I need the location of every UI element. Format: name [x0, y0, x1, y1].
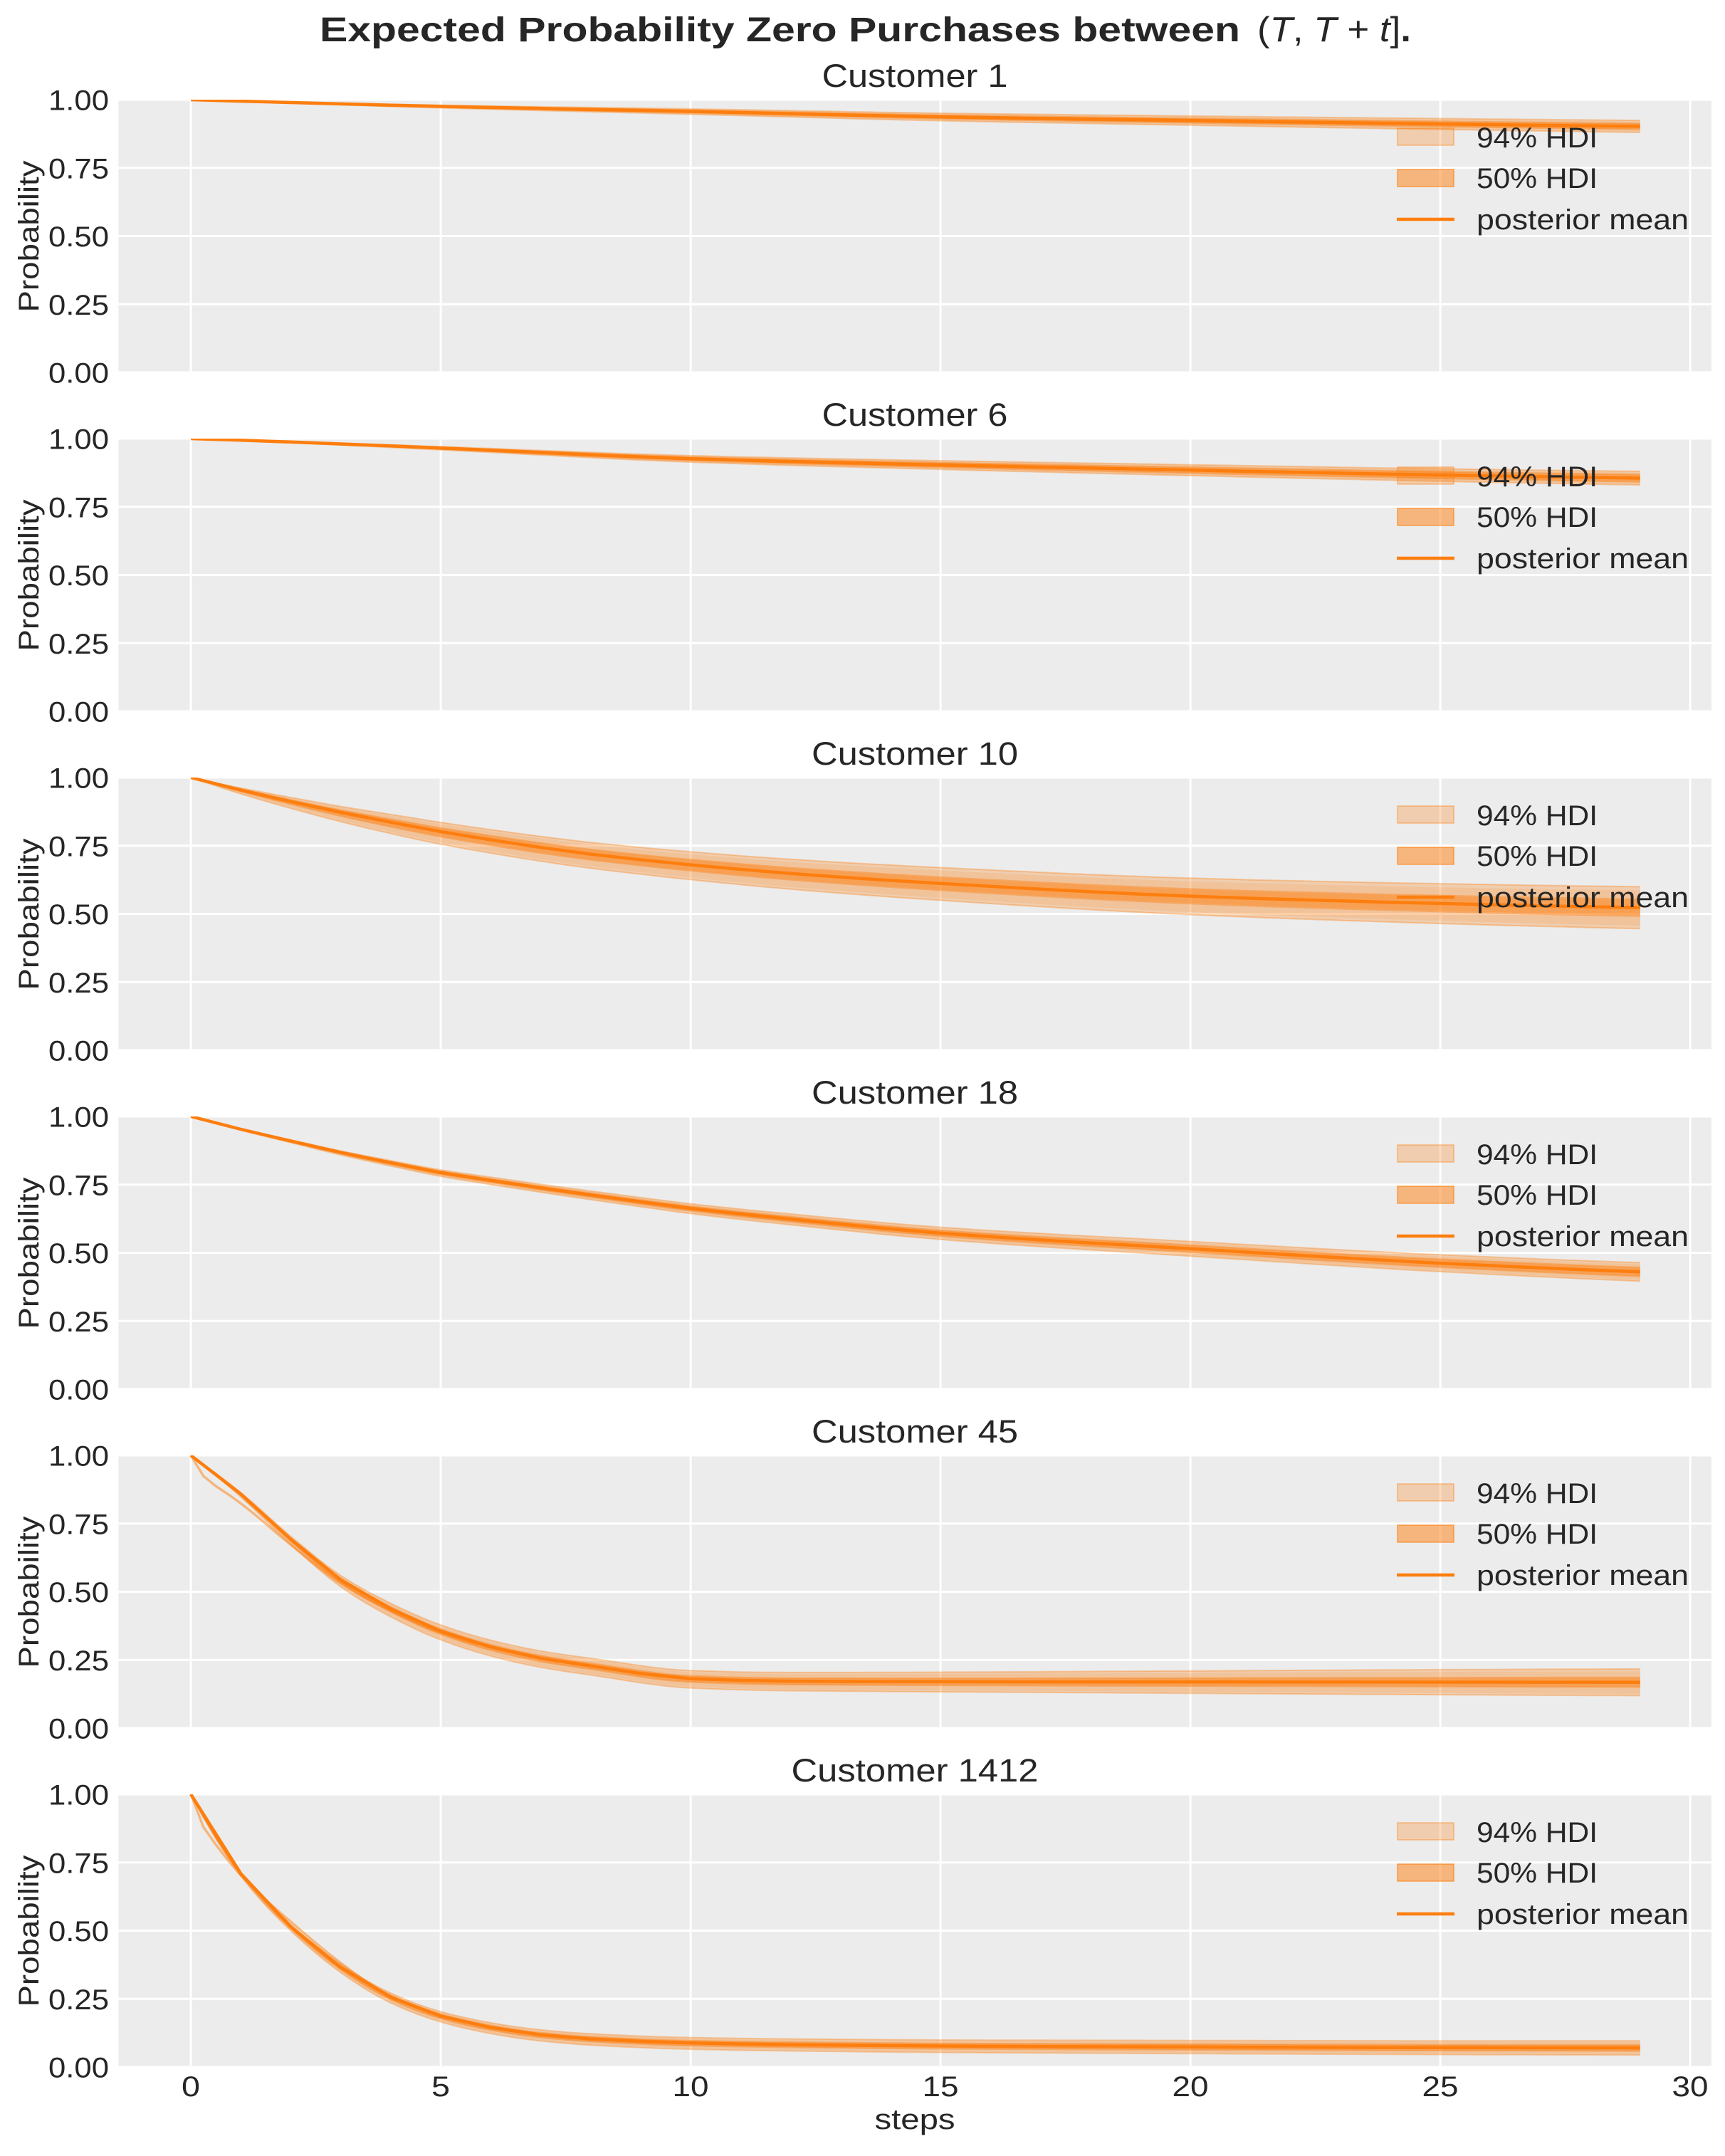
svg-text:94% HDI: 94% HDI — [1477, 461, 1598, 493]
svg-text:posterior mean: posterior mean — [1477, 543, 1689, 575]
svg-text:posterior mean: posterior mean — [1477, 1899, 1689, 1930]
svg-text:20: 20 — [1173, 2071, 1209, 2103]
svg-text:1.00: 1.00 — [48, 1102, 109, 1134]
svg-text:30: 30 — [1672, 2071, 1709, 2103]
svg-text:0.25: 0.25 — [48, 1645, 109, 1677]
svg-text:Probability: Probability — [14, 161, 45, 313]
svg-text:0.25: 0.25 — [48, 968, 109, 999]
svg-text:0.50: 0.50 — [48, 1577, 109, 1608]
svg-text:15: 15 — [923, 2071, 959, 2103]
svg-text:0: 0 — [182, 2071, 200, 2103]
svg-text:Expected Probability Zero Purc: Expected Probability Zero Purchases betw… — [320, 11, 1240, 49]
svg-text:94% HDI: 94% HDI — [1477, 1139, 1598, 1171]
svg-text:Customer 10: Customer 10 — [812, 736, 1018, 772]
svg-text:50% HDI: 50% HDI — [1477, 163, 1598, 194]
svg-text:0.00: 0.00 — [48, 1375, 109, 1406]
svg-text:0.75: 0.75 — [48, 832, 109, 863]
svg-text:1.00: 1.00 — [48, 763, 109, 795]
svg-text:94% HDI: 94% HDI — [1477, 122, 1598, 154]
svg-text:0.00: 0.00 — [48, 2053, 109, 2084]
svg-text:0.00: 0.00 — [48, 358, 109, 389]
svg-text:0.75: 0.75 — [48, 1848, 109, 1879]
svg-text:posterior mean: posterior mean — [1477, 204, 1689, 236]
svg-text:0.00: 0.00 — [48, 697, 109, 728]
svg-text:0.50: 0.50 — [48, 899, 109, 931]
svg-text:Probability: Probability — [14, 1517, 45, 1668]
svg-text:0.75: 0.75 — [48, 1171, 109, 1202]
svg-text:10: 10 — [673, 2071, 709, 2103]
svg-text:Customer 6: Customer 6 — [822, 397, 1008, 433]
svg-text:94% HDI: 94% HDI — [1477, 800, 1598, 832]
svg-text:steps: steps — [875, 2104, 955, 2135]
svg-text:25: 25 — [1422, 2071, 1459, 2103]
svg-text:0.75: 0.75 — [48, 493, 109, 524]
svg-text:0.50: 0.50 — [48, 1238, 109, 1270]
svg-text:50% HDI: 50% HDI — [1477, 1180, 1598, 1211]
svg-text:50% HDI: 50% HDI — [1477, 841, 1598, 872]
svg-text:Customer 1412: Customer 1412 — [792, 1752, 1039, 1789]
svg-text:0.00: 0.00 — [48, 1036, 109, 1067]
svg-text:0.25: 0.25 — [48, 1984, 109, 2016]
svg-text:0.25: 0.25 — [48, 629, 109, 660]
svg-text:1.00: 1.00 — [48, 1780, 109, 1811]
svg-text:50% HDI: 50% HDI — [1477, 1858, 1598, 1889]
svg-text:Probability: Probability — [14, 500, 45, 651]
svg-text:(T, T + t].: (T, T + t]. — [1257, 11, 1411, 49]
svg-text:posterior mean: posterior mean — [1477, 882, 1689, 914]
svg-text:posterior mean: posterior mean — [1477, 1560, 1689, 1591]
svg-text:Customer 18: Customer 18 — [812, 1074, 1018, 1111]
svg-text:posterior mean: posterior mean — [1477, 1221, 1689, 1252]
svg-text:50% HDI: 50% HDI — [1477, 502, 1598, 533]
svg-text:1.00: 1.00 — [48, 1441, 109, 1472]
svg-text:Probability: Probability — [14, 1856, 45, 2007]
svg-text:Customer 1: Customer 1 — [822, 58, 1008, 94]
svg-text:0.00: 0.00 — [48, 1714, 109, 1745]
svg-text:0.25: 0.25 — [48, 1307, 109, 1338]
svg-text:0.50: 0.50 — [48, 1916, 109, 1947]
svg-text:0.25: 0.25 — [48, 290, 109, 321]
svg-text:50% HDI: 50% HDI — [1477, 1519, 1598, 1550]
svg-text:Probability: Probability — [14, 1178, 45, 1329]
svg-text:0.75: 0.75 — [48, 1509, 109, 1540]
svg-text:1.00: 1.00 — [48, 85, 109, 117]
svg-text:1.00: 1.00 — [48, 424, 109, 456]
svg-text:94% HDI: 94% HDI — [1477, 1478, 1598, 1509]
svg-text:Probability: Probability — [14, 839, 45, 990]
svg-text:0.50: 0.50 — [48, 560, 109, 592]
svg-text:94% HDI: 94% HDI — [1477, 1817, 1598, 1848]
svg-text:Customer 45: Customer 45 — [812, 1413, 1018, 1450]
svg-text:0.75: 0.75 — [48, 153, 109, 184]
svg-text:0.50: 0.50 — [48, 221, 109, 253]
svg-text:5: 5 — [431, 2071, 450, 2103]
